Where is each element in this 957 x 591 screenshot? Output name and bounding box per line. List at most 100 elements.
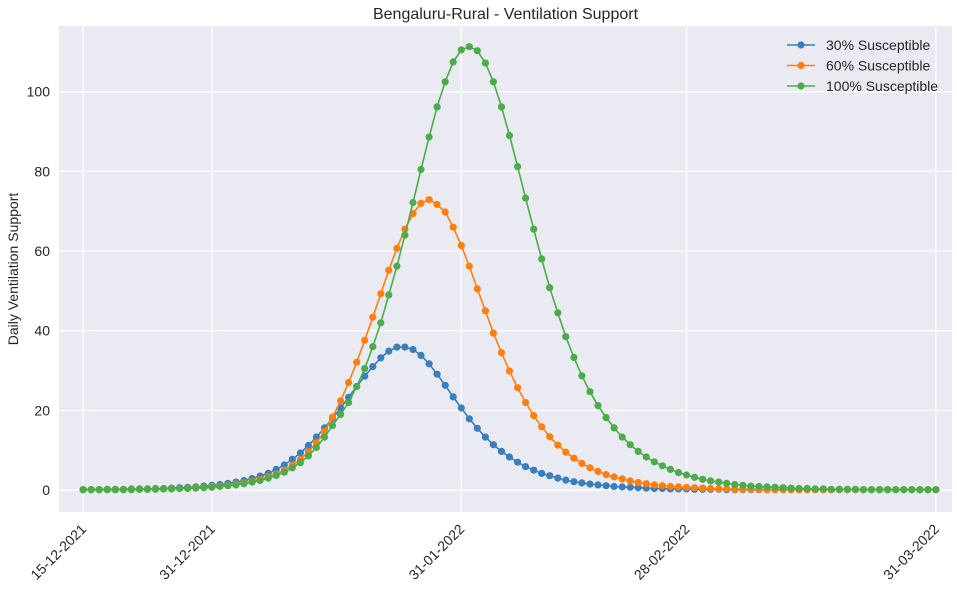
- data-point: [586, 480, 594, 488]
- data-point: [586, 388, 594, 396]
- data-point: [779, 484, 787, 492]
- data-point: [626, 483, 634, 491]
- data-point: [481, 307, 489, 315]
- data-point: [256, 476, 264, 485]
- data-point: [457, 404, 465, 412]
- data-point: [184, 484, 192, 493]
- data-point: [200, 484, 208, 492]
- data-point: [385, 347, 393, 355]
- data-point: [682, 483, 691, 491]
- data-point: [87, 486, 95, 494]
- data-point: [707, 484, 715, 493]
- data-point: [634, 447, 642, 455]
- y-tick-labels: 0 20 40 60 80 100: [27, 84, 51, 498]
- data-point: [715, 478, 723, 486]
- data-point: [522, 463, 530, 471]
- legend-item: 60% Susceptible: [787, 58, 931, 74]
- data-point: [377, 354, 385, 362]
- data-point: [554, 309, 562, 317]
- data-point: [674, 469, 683, 477]
- data-point: [618, 433, 626, 441]
- data-point: [481, 433, 489, 441]
- data-point: [393, 262, 401, 270]
- data-point: [674, 483, 683, 491]
- x-tick-label: 31-03-2022: [880, 521, 942, 583]
- x-tick-label: 31-12-2021: [156, 521, 218, 583]
- data-point: [634, 484, 642, 492]
- data-point: [522, 398, 530, 407]
- data-point: [473, 285, 481, 293]
- data-point: [522, 194, 530, 202]
- data-point: [827, 485, 835, 493]
- data-point: [835, 485, 844, 493]
- x-tick-label: 15-12-2021: [27, 521, 89, 583]
- data-point: [562, 333, 570, 341]
- data-point: [353, 358, 361, 366]
- data-point: [489, 329, 497, 337]
- data-point: [538, 469, 546, 477]
- data-point: [811, 485, 819, 493]
- data-point: [787, 484, 795, 492]
- data-point: [699, 475, 707, 483]
- data-point: [530, 225, 538, 233]
- data-point: [361, 336, 369, 344]
- data-point: [473, 47, 481, 55]
- y-tick-label: 0: [42, 482, 50, 498]
- data-point: [385, 266, 393, 274]
- data-point: [369, 363, 377, 371]
- data-point: [562, 448, 570, 456]
- data-point: [449, 58, 457, 66]
- data-point: [851, 485, 860, 493]
- data-point: [546, 472, 554, 480]
- data-point: [908, 486, 916, 494]
- legend-marker: [797, 61, 805, 70]
- data-point: [151, 485, 160, 493]
- legend-marker: [797, 82, 805, 90]
- data-point: [272, 471, 280, 479]
- data-point: [296, 459, 304, 467]
- data-point: [296, 449, 304, 457]
- data-point: [666, 465, 675, 473]
- data-point: [417, 199, 425, 207]
- data-point: [328, 422, 337, 430]
- data-point: [489, 441, 497, 449]
- data-point: [859, 486, 868, 494]
- data-point: [457, 46, 465, 54]
- data-point: [658, 462, 667, 470]
- data-point: [280, 468, 288, 476]
- data-point: [916, 486, 924, 494]
- data-point: [377, 319, 385, 327]
- data-point: [691, 473, 699, 481]
- data-point: [884, 486, 892, 494]
- data-point: [280, 461, 288, 469]
- data-point: [385, 291, 393, 299]
- data-point: [771, 483, 779, 491]
- data-point: [642, 480, 650, 488]
- data-point: [819, 485, 827, 493]
- data-point: [240, 480, 248, 488]
- data-point: [505, 453, 514, 461]
- data-point: [345, 378, 353, 387]
- data-point: [465, 262, 473, 270]
- data-point: [514, 163, 522, 171]
- data-point: [634, 478, 642, 487]
- data-point: [433, 103, 441, 111]
- data-point: [723, 479, 731, 487]
- data-point: [642, 453, 650, 461]
- data-point: [425, 196, 433, 204]
- data-point: [320, 433, 329, 441]
- data-point: [795, 484, 803, 493]
- data-point: [658, 482, 667, 490]
- data-point: [312, 443, 320, 452]
- data-point: [570, 353, 578, 361]
- data-point: [602, 471, 610, 479]
- data-point: [119, 486, 127, 494]
- data-point: [232, 481, 240, 489]
- data-point: [168, 485, 176, 493]
- data-point: [691, 484, 699, 492]
- legend-label: 100% Susceptible: [826, 78, 938, 94]
- data-point: [626, 441, 634, 449]
- data-point: [417, 165, 425, 173]
- data-point: [618, 475, 626, 483]
